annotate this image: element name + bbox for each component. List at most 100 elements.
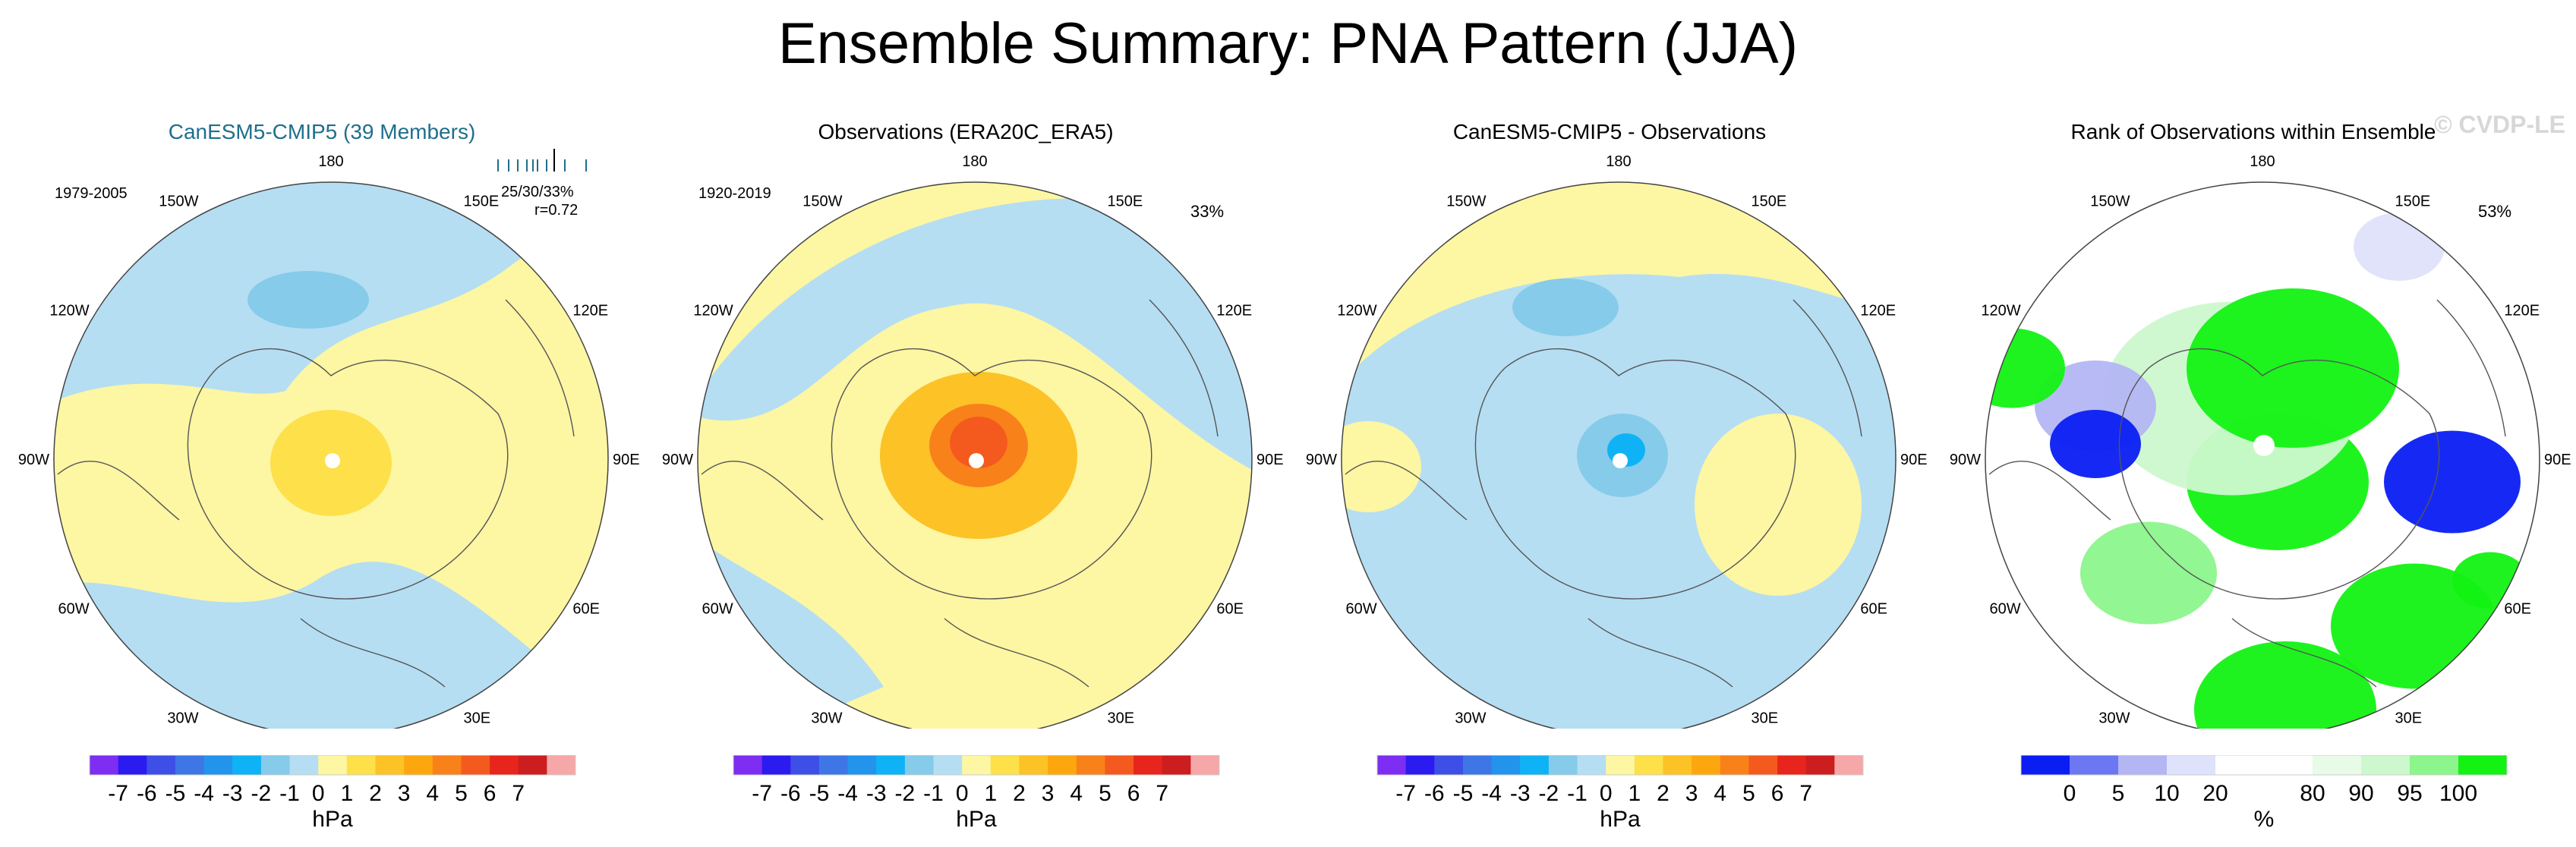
colorbar-tick-label: 4 bbox=[1714, 781, 1726, 806]
lon-label-left_150: 150W bbox=[159, 194, 198, 210]
lon-label-top: 180 bbox=[962, 153, 987, 170]
colorbar-tick-label: -5 bbox=[809, 781, 830, 806]
colorbar-swatch-2 bbox=[2118, 755, 2168, 775]
colorbar-swatch-0 bbox=[1377, 755, 1407, 775]
lon-label-left_120: 120W bbox=[693, 303, 733, 320]
coast-segment-arctic bbox=[187, 348, 509, 600]
colorbar-tick-label: 1 bbox=[984, 781, 997, 806]
pole-marker bbox=[1613, 453, 1628, 468]
colorbar-tick-label: 10 bbox=[2154, 781, 2179, 806]
colorbar-swatch-16 bbox=[547, 755, 576, 775]
colorbar-swatch-15 bbox=[1805, 755, 1835, 775]
lon-label-left_30: 30W bbox=[167, 710, 198, 726]
colorbar-swatch-13 bbox=[1105, 755, 1134, 775]
coast-segment-arctic bbox=[1474, 348, 1796, 600]
colorbar-tick-label: 5 bbox=[455, 781, 468, 806]
colorbar-swatch-6 bbox=[1548, 755, 1578, 775]
colorbar-swatch-14 bbox=[1134, 755, 1163, 775]
colorbar-tick-label: -7 bbox=[1395, 781, 1416, 806]
lon-label-left_60: 60W bbox=[702, 601, 733, 618]
colorbar-swatch-12 bbox=[1720, 755, 1749, 775]
coast-segment-europe bbox=[1588, 618, 1733, 688]
colorbar-swatch-6 bbox=[260, 755, 291, 775]
panel-title: Observations (ERA20C_ERA5) bbox=[818, 120, 1114, 143]
colorbar-swatch-7 bbox=[289, 755, 319, 775]
lon-label-right_120: 120E bbox=[572, 303, 608, 320]
lon-label-left_150: 150W bbox=[1446, 194, 1486, 210]
colorbar-units: hPa bbox=[956, 807, 997, 832]
rank-region-7 bbox=[2050, 410, 2141, 478]
pacific-anomaly bbox=[1512, 279, 1619, 336]
lon-label-left_30: 30W bbox=[811, 710, 842, 726]
lon-label-right_150: 150E bbox=[2395, 194, 2431, 210]
colorbar-swatch-6 bbox=[2313, 755, 2362, 775]
coast-segment-asia bbox=[2436, 299, 2506, 437]
colorbar-tick-label: -2 bbox=[895, 781, 916, 806]
rank-region-2 bbox=[2187, 288, 2399, 448]
colorbar-units: % bbox=[2254, 807, 2275, 832]
coast-segment-asia bbox=[1792, 299, 1862, 437]
colorbar-swatch-7 bbox=[1577, 755, 1606, 775]
colorbar-swatch-7 bbox=[2361, 755, 2410, 775]
coast-segment-america bbox=[1345, 460, 1468, 521]
colorbar-swatch-8 bbox=[962, 755, 992, 775]
lon-label-left_30: 30W bbox=[2098, 710, 2130, 726]
colorbar-swatch-9 bbox=[346, 755, 376, 775]
panel-title: CanESM5-CMIP5 - Observations bbox=[1452, 120, 1767, 143]
stats-line2: r=0.72 bbox=[534, 202, 579, 219]
colorbar-swatch-12 bbox=[432, 755, 462, 775]
lon-label-left_60: 60W bbox=[1990, 601, 2021, 618]
coast-segment-europe bbox=[300, 618, 446, 688]
coast-segment-arctic bbox=[831, 348, 1152, 600]
map-border bbox=[1341, 181, 1897, 729]
colorbar-units: hPa bbox=[312, 807, 353, 832]
pole-marker bbox=[969, 453, 984, 468]
pole-marker bbox=[2253, 435, 2275, 456]
panel-observations: Observations (ERA20C_ERA5) 180 150E 120E 90… bbox=[644, 114, 1288, 835]
lon-label-right_120: 120E bbox=[1216, 303, 1252, 320]
lon-label-right_90: 90E bbox=[1256, 452, 1284, 468]
lon-label-right_60: 60E bbox=[1860, 601, 1887, 618]
colorbar-swatch-0 bbox=[2021, 755, 2070, 775]
colorbar-swatch-1 bbox=[2070, 755, 2119, 775]
colorbar: -7 -6 -5 -4 -3 -2 -1 0 1 2 3 4 5 6 7 hPa bbox=[89, 755, 576, 832]
colorbar-tick-label: -7 bbox=[752, 781, 772, 806]
lon-label-top: 180 bbox=[2250, 153, 2275, 170]
colorbar-swatch-11 bbox=[1692, 755, 1721, 775]
colorbar-swatch-15 bbox=[1162, 755, 1191, 775]
figure-title: Ensemble Summary: PNA Pattern (JJA) bbox=[777, 11, 1799, 76]
colorbar-tick-label: -5 bbox=[166, 781, 186, 806]
lon-label-right_90: 90E bbox=[2544, 452, 2571, 468]
lon-label-left_120: 120W bbox=[49, 303, 89, 320]
colorbar-swatch-2 bbox=[790, 755, 820, 775]
colorbar-tick-label: 100 bbox=[2439, 781, 2477, 806]
colorbar-tick-label: -1 bbox=[1567, 781, 1588, 806]
lon-label-left_150: 150W bbox=[2090, 194, 2130, 210]
colorbar-tick-label: 0 bbox=[312, 781, 325, 806]
colorbar-tick-label: 90 bbox=[2348, 781, 2373, 806]
colorbar-tick-label: -7 bbox=[108, 781, 128, 806]
coast-segment-asia bbox=[505, 299, 575, 437]
colorbar-swatch-10 bbox=[1663, 755, 1692, 775]
colorbar-swatch-3 bbox=[1462, 755, 1493, 775]
colorbar: -7 -6 -5 -4 -3 -2 -1 0 1 2 3 4 5 6 7 hPa bbox=[733, 755, 1220, 832]
colorbar-tick-label: 5 bbox=[2112, 781, 2125, 806]
polar-map: 180150E120E90E60E30E030W60W90W120W150W bbox=[662, 153, 1284, 729]
lon-label-right_150: 150E bbox=[1108, 194, 1143, 210]
colorbar-tick-label: 20 bbox=[2202, 781, 2228, 806]
colorbar-tick-label: 4 bbox=[1070, 781, 1083, 806]
ensemble-rank-strip bbox=[497, 149, 587, 172]
panel-rank: Rank of Observations within Ensemble 180… bbox=[1931, 114, 2575, 835]
colorbar-swatch-9 bbox=[1634, 755, 1663, 775]
coast-segment-america bbox=[701, 460, 824, 521]
colorbar-tick-label: 2 bbox=[1013, 781, 1026, 806]
lon-label-left_60: 60W bbox=[1346, 601, 1377, 618]
coastline bbox=[1988, 299, 2506, 688]
colorbar-tick-label: -2 bbox=[1539, 781, 1559, 806]
panel-model: CanESM5-CMIP5 (39 Members) 180 150E 120E 90… bbox=[0, 114, 644, 835]
colorbar-swatch-9 bbox=[2458, 755, 2508, 775]
lon-label-right_30: 30E bbox=[1751, 710, 1779, 726]
colorbar-tick-label: -4 bbox=[194, 781, 214, 806]
lon-label-right_150: 150E bbox=[464, 194, 500, 210]
coast-segment-europe bbox=[2231, 618, 2377, 688]
